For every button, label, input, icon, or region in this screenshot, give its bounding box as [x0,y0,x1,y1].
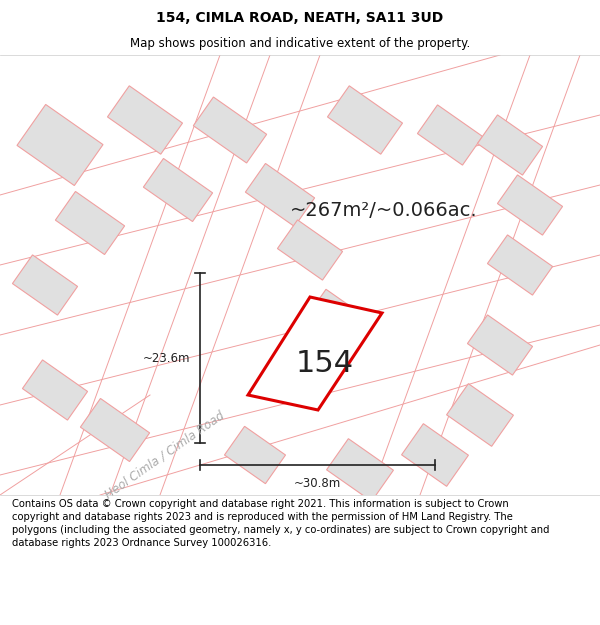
Polygon shape [143,159,212,221]
Text: Contains OS data © Crown copyright and database right 2021. This information is : Contains OS data © Crown copyright and d… [12,499,550,549]
Polygon shape [497,175,563,235]
Text: ~30.8m: ~30.8m [294,477,341,490]
Polygon shape [248,297,382,410]
Polygon shape [245,164,314,226]
Polygon shape [17,104,103,186]
Polygon shape [224,426,286,484]
Text: ~23.6m: ~23.6m [143,351,190,364]
Text: 154, CIMLA ROAD, NEATH, SA11 3UD: 154, CIMLA ROAD, NEATH, SA11 3UD [157,11,443,25]
Polygon shape [277,220,343,280]
Polygon shape [326,439,394,501]
Polygon shape [418,105,482,165]
Text: Heol Cimla / Cimla Road: Heol Cimla / Cimla Road [103,409,227,501]
Polygon shape [107,86,182,154]
Polygon shape [80,399,149,461]
Polygon shape [446,384,514,446]
Text: 154: 154 [295,349,353,378]
Polygon shape [478,115,542,175]
Polygon shape [55,191,125,254]
Polygon shape [467,315,533,375]
Polygon shape [401,424,469,486]
Polygon shape [487,235,553,295]
Text: ~267m²/~0.066ac.: ~267m²/~0.066ac. [290,201,478,219]
Polygon shape [13,255,77,315]
Polygon shape [193,97,266,163]
Polygon shape [303,289,367,351]
Polygon shape [22,360,88,420]
Text: Map shows position and indicative extent of the property.: Map shows position and indicative extent… [130,38,470,51]
Polygon shape [328,86,403,154]
